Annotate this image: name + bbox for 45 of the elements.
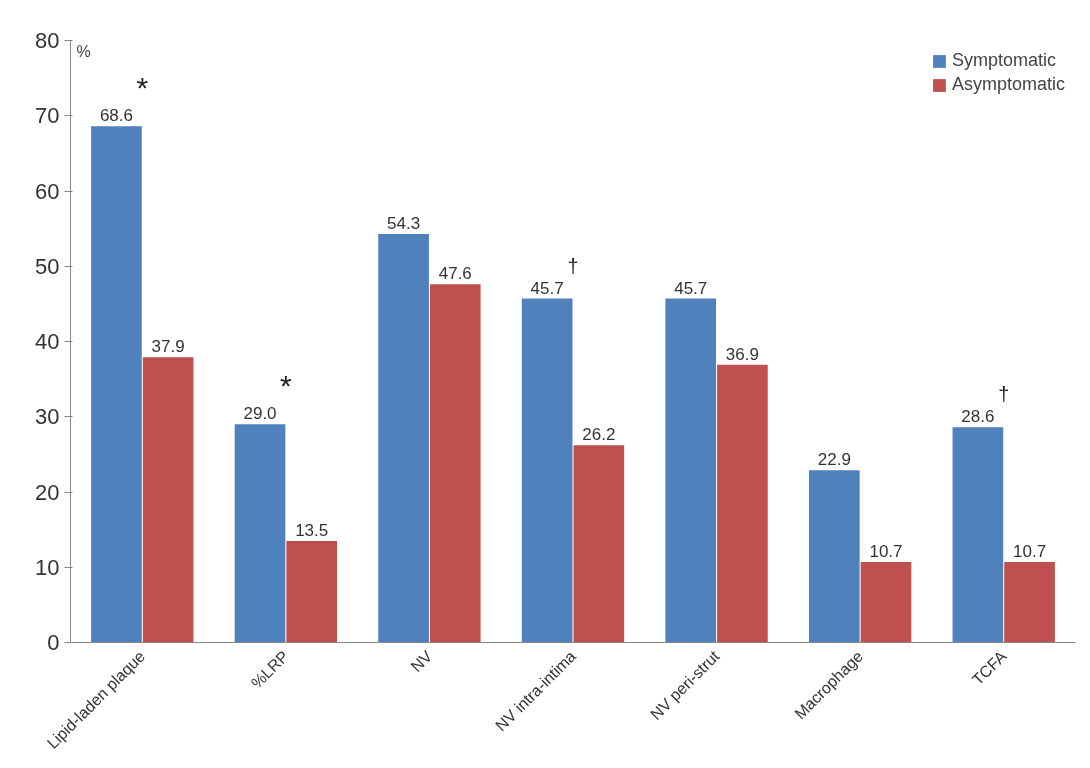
y-axis-title: % [76,42,91,60]
data-label: 13.5 [295,520,329,540]
legend-label: Symptomatic [951,50,1056,71]
bar [521,298,573,643]
bar [665,298,717,643]
bar [717,364,768,643]
annotation: † [567,254,579,277]
data-label: 10.7 [1013,541,1047,561]
y-tick-label: 20 [35,479,60,505]
bar [808,470,860,643]
annotation: * [280,369,293,403]
bar [860,561,912,643]
y-tick-label: 10 [35,554,60,580]
data-label: 28.6 [961,407,995,427]
annotation: † [998,383,1010,406]
y-tick-label: 30 [35,404,60,430]
y-tick-label: 50 [35,253,60,279]
bar [286,540,338,643]
y-tick-label: 70 [35,103,60,129]
y-tick-label: 60 [35,178,60,204]
y-tick-label: 80 [35,28,60,53]
x-tick-label: NV [407,647,436,676]
data-label: 29.0 [243,404,277,424]
bar [142,357,194,643]
y-tick-label: 40 [35,329,60,354]
bar [573,445,625,643]
data-label: 26.2 [582,425,616,445]
data-label: 36.9 [725,344,759,364]
bar [1004,561,1055,643]
annotation: * [136,71,149,105]
bar [378,233,429,643]
bar [234,424,286,643]
data-label: 22.9 [817,450,851,470]
y-tick-label: 0 [47,630,60,655]
bar [952,427,1004,643]
data-label: 45.7 [530,278,564,298]
data-label: 10.7 [869,541,903,561]
data-label: 54.3 [387,213,421,233]
legend-label: Asymptomatic [951,74,1065,95]
data-label: 68.6 [99,106,133,126]
data-label: 47.6 [438,264,472,284]
data-label: 45.7 [674,278,708,298]
bar [429,284,481,643]
data-label: 37.9 [151,337,185,357]
bar [91,126,142,643]
